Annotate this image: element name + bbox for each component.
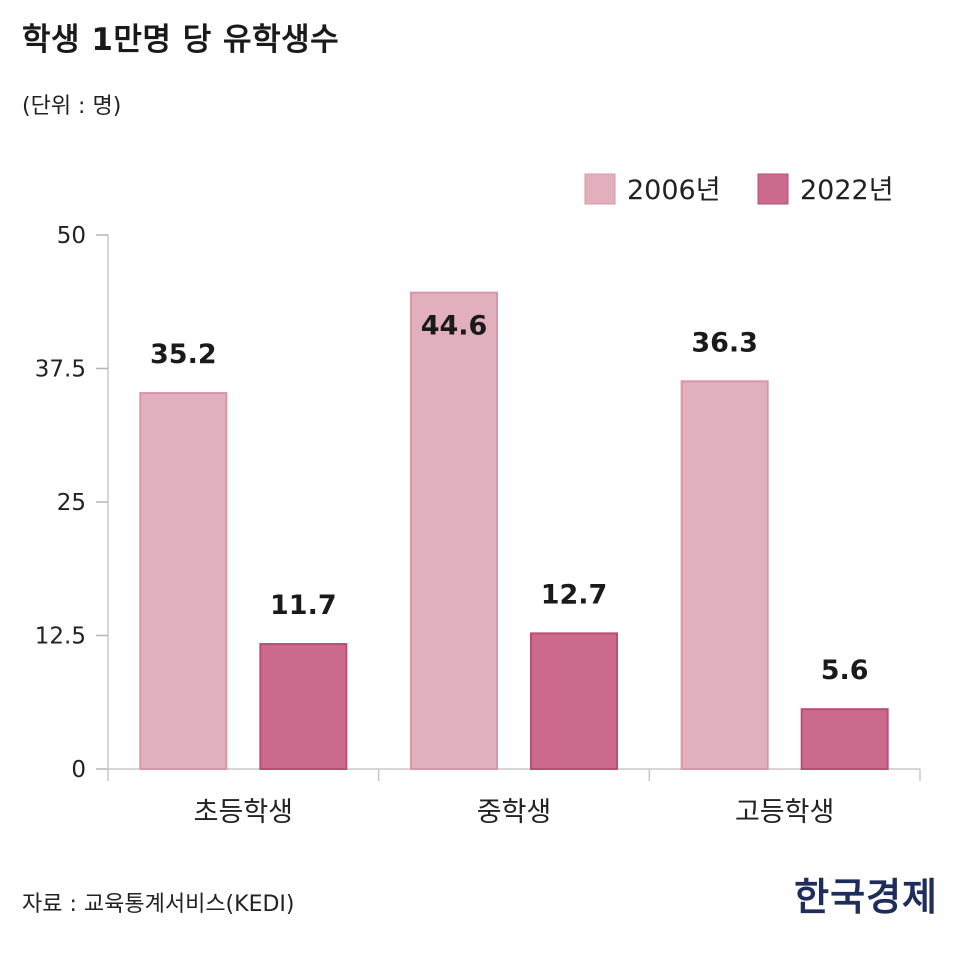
data-label: 11.7	[270, 590, 337, 621]
bar-2006	[139, 392, 228, 770]
brand-logo: 한국경제	[794, 874, 938, 919]
bar-2022	[800, 708, 889, 771]
y-tick-label: 37.5	[35, 357, 86, 383]
bar-2006	[410, 291, 498, 770]
bar-chart: 0 12.5 25 37.5 50 35.2 11.7 초등학생 44.6 12.7 중학생 36.3…	[35, 173, 921, 828]
source-note: 자료 : 교육통계서비스(KEDI)	[22, 892, 295, 917]
legend-swatch	[584, 173, 616, 205]
bar-2022	[259, 643, 348, 771]
bar-2006	[680, 380, 769, 770]
y-tick-label: 12.5	[35, 624, 86, 650]
bar-2022	[530, 632, 618, 771]
chart-title: 학생 1만명 당 유학생수	[22, 22, 340, 58]
legend-label: 2022년	[800, 175, 894, 206]
data-label: 44.6	[421, 311, 488, 342]
legend-swatch	[757, 173, 789, 205]
y-tick-label: 50	[57, 223, 86, 249]
y-tick-label: 25	[57, 490, 86, 516]
x-category-label: 초등학생	[194, 797, 293, 828]
data-label: 12.7	[541, 579, 608, 610]
data-label: 35.2	[150, 339, 217, 370]
legend-label: 2006년	[627, 175, 721, 206]
data-label: 5.6	[821, 655, 869, 686]
y-tick-label: 0	[71, 757, 86, 783]
data-label: 36.3	[691, 327, 758, 358]
x-category-label: 고등학생	[735, 797, 834, 828]
unit-label: (단위 : 명)	[22, 94, 122, 119]
x-category-label: 중학생	[477, 797, 552, 828]
